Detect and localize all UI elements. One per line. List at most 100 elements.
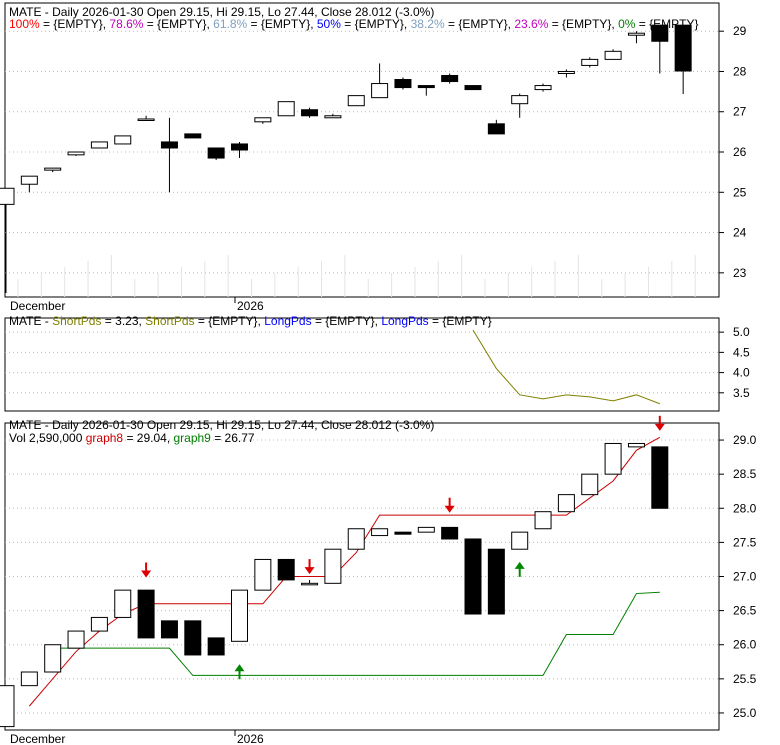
candle <box>90 616 108 632</box>
fib-value-label: = {EMPTY} <box>635 17 698 31</box>
candle <box>581 473 599 496</box>
candle <box>184 133 202 139</box>
candle <box>557 69 575 78</box>
signal-panel-header: MATE - Daily 2026-01-30 Open 29.15, Hi 2… <box>9 418 434 432</box>
candle <box>324 113 342 119</box>
graph8-line <box>28 436 661 707</box>
candle <box>301 579 319 586</box>
signal-panel-legend: Vol 2,590,000 graph8 = 29.04, graph9 = 2… <box>9 431 255 445</box>
y-tick-label: 28.0 <box>733 501 757 515</box>
fib-value-label: = {EMPTY}, <box>341 17 411 31</box>
fib-pct-label: 50% <box>317 17 341 31</box>
x-label-december: December <box>10 299 65 313</box>
periods-panel-frame <box>4 317 720 412</box>
legend-part: MATE - <box>9 314 52 328</box>
legend-part: ShortPds <box>145 314 194 328</box>
candle <box>20 671 38 687</box>
periods-panel-legend: MATE - ShortPds = 3.23, ShortPds = {EMPT… <box>9 314 492 328</box>
candle <box>254 558 272 591</box>
candle <box>231 589 248 642</box>
legend-part: = {EMPTY}, <box>195 314 265 328</box>
sell-arrow-icon <box>141 562 152 578</box>
legend-part: LongPds <box>381 314 428 328</box>
y-tick-label: 4.5 <box>733 345 750 359</box>
candle <box>534 511 552 530</box>
candle <box>324 548 342 584</box>
legend-part: = {EMPTY} <box>429 314 492 328</box>
y-tick-label: 29 <box>733 24 747 38</box>
y-tick-label: 25.5 <box>733 672 757 686</box>
candle <box>20 175 38 193</box>
fib-value-label: = {EMPTY}, <box>548 17 618 31</box>
candle <box>651 24 669 74</box>
legend-part: LongPds <box>264 314 311 328</box>
candle <box>674 24 692 95</box>
candle <box>277 101 295 117</box>
candle <box>231 141 248 159</box>
candle <box>417 526 435 533</box>
candle <box>371 63 389 99</box>
candle <box>464 85 482 91</box>
fib-pct-label: 38.2% <box>411 17 445 31</box>
candle <box>487 119 505 135</box>
fib-pct-label: 78.6% <box>109 17 143 31</box>
y-tick-label: 26 <box>733 145 747 159</box>
candle <box>301 107 319 118</box>
buy-arrow-icon <box>234 664 245 680</box>
candle <box>90 141 108 149</box>
legend-part: Vol 2,590,000 <box>9 431 86 445</box>
signal-panel: 25.0 25.5 26.0 26.5 27.0 27.5 28.0 28.5 29.0 Dec… <box>0 415 757 745</box>
fib-pct-label: 61.8% <box>213 17 247 31</box>
candle <box>184 620 202 656</box>
candle <box>137 115 155 121</box>
candle <box>604 49 622 60</box>
y-tick-label: 4.0 <box>733 366 750 380</box>
fib-pct-label: 0% <box>618 17 636 31</box>
candle <box>277 558 295 581</box>
candle <box>347 528 365 550</box>
legend-part: = 3.23, <box>101 314 145 328</box>
candle <box>511 531 529 550</box>
legend-part: = 26.77 <box>211 431 255 445</box>
shortpds-line <box>472 329 660 405</box>
candle <box>67 630 85 649</box>
candle <box>160 117 178 193</box>
fib-value-label: = {EMPTY}, <box>143 17 213 31</box>
y-tick-label: 28.5 <box>733 467 757 481</box>
candle <box>114 589 132 618</box>
candle <box>557 494 575 513</box>
candle <box>441 526 459 540</box>
candle <box>487 548 505 615</box>
candle <box>394 531 412 535</box>
candle <box>44 167 62 173</box>
candle <box>254 117 272 124</box>
candle <box>581 57 599 68</box>
sell-arrow-icon <box>444 497 455 513</box>
buy-arrow-icon <box>514 561 525 577</box>
candle <box>114 135 132 145</box>
y-tick-label: 25 <box>733 185 747 199</box>
fib-value-label: = {EMPTY}, <box>247 17 317 31</box>
candle <box>604 442 622 475</box>
candle <box>464 538 482 615</box>
y-tick-label: 29.0 <box>733 433 757 447</box>
candle <box>441 73 459 84</box>
candle <box>0 685 15 728</box>
sell-arrow-icon <box>654 415 665 431</box>
candle <box>0 187 15 293</box>
price-panel: 23 24 25 26 27 28 29 December 2026 MATE - Dail… <box>0 2 747 313</box>
candle <box>67 151 85 157</box>
fib-value-label: = {EMPTY}, <box>445 17 515 31</box>
candle <box>137 589 155 639</box>
candle <box>394 77 412 90</box>
price-panel-header: MATE - Daily 2026-01-30 Open 29.15, Hi 2… <box>9 5 434 19</box>
legend-part: graph9 <box>173 431 211 445</box>
legend-part: = 29.04, <box>123 431 173 445</box>
price-panel-frame <box>4 2 720 298</box>
fib-value-label: = {EMPTY}, <box>40 17 110 31</box>
fib-pct-label: 100% <box>9 17 40 31</box>
candle <box>651 446 669 509</box>
periods-panel: 3.5 4.0 4.5 5.0 MATE - ShortPds = 3.23, Sho… <box>4 314 750 412</box>
x-label-december-lower: December <box>10 732 65 745</box>
